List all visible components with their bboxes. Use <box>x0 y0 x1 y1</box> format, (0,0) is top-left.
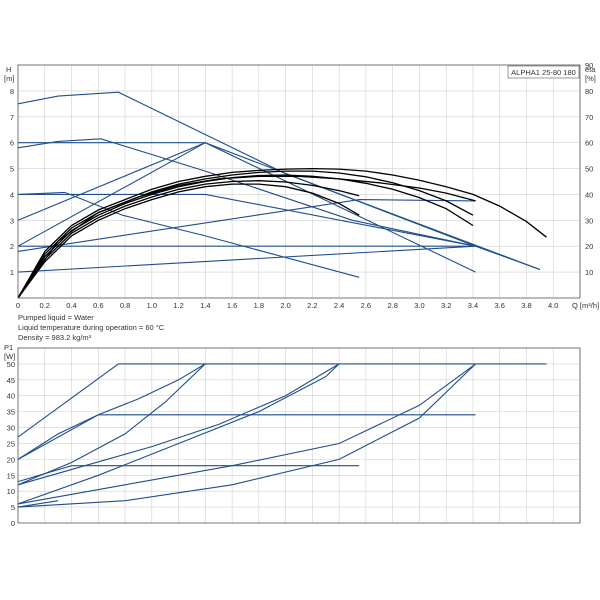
bottom-curves <box>17 363 547 508</box>
y-tick-label: 2 <box>10 242 14 251</box>
eta-curve <box>17 183 360 299</box>
x-tick-label: 0.8 <box>120 301 130 310</box>
chart-title: ALPHA1 25-80 180 <box>511 68 576 77</box>
p1-axis-unit: [W] <box>4 352 15 361</box>
note-pumped-liquid: Pumped liquid = Water <box>18 313 94 322</box>
eta-curve <box>17 174 474 299</box>
eta-curve <box>17 180 360 299</box>
y2-tick-label: 70 <box>585 113 593 122</box>
y-tick-label: 3 <box>10 216 14 225</box>
x-tick-label: 1.4 <box>200 301 210 310</box>
hq-curve <box>17 191 360 278</box>
x-tick-label: 0.6 <box>93 301 103 310</box>
x-tick-label: 2.4 <box>334 301 344 310</box>
x-tick-label: 3.4 <box>468 301 478 310</box>
y2-tick-label: 90 <box>585 61 593 70</box>
p1-curve <box>17 363 340 486</box>
y2-tick-label: 10 <box>585 268 593 277</box>
p1-tick-label: 30 <box>7 424 15 433</box>
p1-curve <box>17 465 360 483</box>
x-tick-label: 0.4 <box>66 301 76 310</box>
eta-curve <box>17 170 474 299</box>
hq-curve <box>17 142 206 247</box>
x-tick-label: 3.0 <box>414 301 424 310</box>
y2-axis-unit-percent: [%] <box>585 74 596 83</box>
hq-curve <box>17 142 476 247</box>
note-liquid-temperature: Liquid temperature during operation = 60… <box>18 323 165 332</box>
y2-tick-label: 50 <box>585 165 593 174</box>
x-tick-label: 0.2 <box>40 301 50 310</box>
x-tick-label: 0 <box>16 301 20 310</box>
x-tick-label: 4.0 <box>548 301 558 310</box>
x-tick-label: 2.0 <box>280 301 290 310</box>
y-axis-label-h: H <box>6 65 11 74</box>
y-tick-label: 7 <box>10 113 14 122</box>
p1-curve <box>17 414 476 460</box>
hq-curve <box>17 245 476 273</box>
bottom-plot-frame <box>17 347 581 524</box>
y-tick-label: 4 <box>10 190 14 199</box>
x-tick-label: 1.8 <box>254 301 264 310</box>
note-density: Density = 983.2 kg/m³ <box>18 333 92 342</box>
eta-curve <box>17 167 547 299</box>
p1-tick-label: 20 <box>7 455 15 464</box>
x-tick-label: 2.6 <box>361 301 371 310</box>
y2-tick-label: 40 <box>585 190 593 199</box>
hq-curve <box>17 199 476 252</box>
x-tick-label: 1.0 <box>147 301 157 310</box>
p1-tick-label: 40 <box>7 392 15 401</box>
p1-curve <box>17 363 476 508</box>
top-curves <box>17 91 547 299</box>
p1-tick-label: 35 <box>7 408 15 417</box>
p1-tick-label: 5 <box>11 503 15 512</box>
p1-tick-label: 50 <box>7 360 15 369</box>
bottom-grid <box>18 347 581 523</box>
y2-tick-label: 30 <box>585 216 593 225</box>
y2-tick-label: 60 <box>585 139 593 148</box>
top-grid <box>18 64 581 298</box>
bottom-labels: P1[W] 0 5 10 15 20 25 30 35 40 45 50 <box>4 343 15 528</box>
hq-curve <box>18 193 541 271</box>
y2-tick-label: 20 <box>585 242 593 251</box>
p1-tick-label: 10 <box>7 487 15 496</box>
y-axis-unit-m: [m] <box>4 74 14 83</box>
bottom-frame <box>17 347 581 524</box>
y2-tick-label: 80 <box>585 87 593 96</box>
x-tick-label: 1.6 <box>227 301 237 310</box>
p1-curve <box>17 363 547 438</box>
p1-curve <box>17 363 206 460</box>
hq-curve <box>18 142 476 273</box>
y-tick-label: 5 <box>10 165 14 174</box>
eta-curve <box>17 175 476 299</box>
x-tick-label: 1.2 <box>173 301 183 310</box>
p1-tick-label: 25 <box>7 439 15 448</box>
y2-axis-label-eta: eta <box>585 65 596 74</box>
x-tick-label: 3.8 <box>521 301 531 310</box>
x-tick-label: 2.8 <box>387 301 397 310</box>
p1-axis-label: P1 <box>4 343 13 352</box>
chart-title-box <box>507 65 580 79</box>
y-tick-label: 8 <box>10 87 14 96</box>
y-tick-label: 1 <box>10 268 14 277</box>
p1-tick-label: 0 <box>11 519 15 528</box>
top-labels: ALPHA1 25-80 180 H[m] eta[%] 1 2 3 4 5 6 7 8 10 20 30… <box>4 61 599 310</box>
y-tick-label: 6 <box>10 139 14 148</box>
p1-curve <box>17 500 59 508</box>
p1-curve <box>17 363 340 505</box>
p1-curve <box>17 363 476 505</box>
x-tick-label: 2.2 <box>307 301 317 310</box>
p1-tick-label: 45 <box>7 376 15 385</box>
p1-tick-label: 15 <box>7 471 15 480</box>
top-plot-frame <box>17 64 581 299</box>
x-tick-label: 3.6 <box>494 301 504 310</box>
p1-curve <box>17 363 206 486</box>
x-tick-label: 3.2 <box>441 301 451 310</box>
top-frame <box>17 64 581 299</box>
x-tick-label: Q [m³/h] <box>572 301 599 310</box>
